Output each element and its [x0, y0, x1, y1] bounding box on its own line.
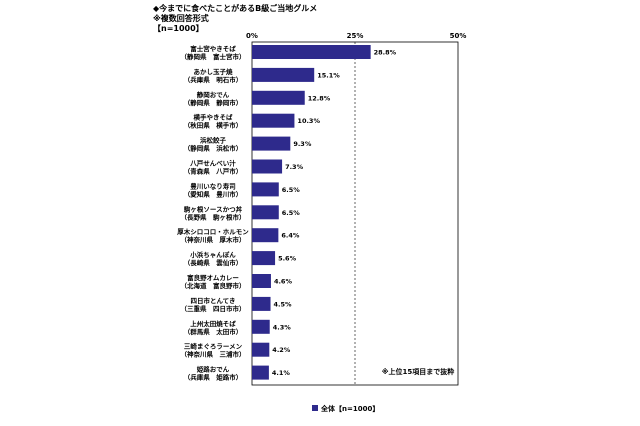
bars — [252, 45, 371, 380]
value-label: 6.4% — [281, 232, 300, 240]
value-label: 12.8% — [308, 94, 331, 102]
legend-label: 全体【n=1000】 — [320, 404, 379, 413]
category-label: 厚木シロコロ・ホルモン — [177, 227, 249, 236]
x-tick-label: 50% — [450, 32, 467, 40]
bar — [252, 342, 270, 357]
legend: 全体【n=1000】 — [312, 404, 379, 413]
category-label: 小浜ちゃんぽん — [189, 250, 236, 259]
value-label: 7.3% — [285, 163, 304, 171]
bar — [252, 251, 276, 266]
legend-swatch — [312, 405, 318, 411]
bar — [252, 136, 291, 151]
value-label: 4.1% — [272, 369, 291, 377]
category-label: （静岡県 浜松市） — [184, 144, 243, 153]
value-label: 28.8% — [374, 49, 397, 57]
value-label: 4.3% — [273, 323, 292, 331]
chart-note: ※複数回答形式 — [153, 14, 209, 23]
category-label: （愛知県 豊川市） — [184, 189, 243, 198]
x-tick-label: 25% — [347, 32, 364, 40]
category-label: （静岡県 富士宮市） — [181, 52, 246, 61]
x-axis-ticks: 0% 25% 50% — [246, 32, 466, 40]
bar — [252, 365, 269, 380]
value-labels: 28.8% 15.1% 12.8% 10.3% 9.3% 7.3% 6.5% 6.5% 6.4%… — [272, 49, 397, 378]
category-label: （秋田県 横手市） — [184, 121, 243, 130]
bar — [252, 228, 279, 243]
chart-annotation: ※上位15項目まで抜粋 — [382, 367, 455, 376]
category-label: 上州太田焼そば — [190, 319, 236, 328]
chart-sample-size: 【n=1000】 — [153, 24, 204, 33]
bar — [252, 205, 279, 220]
bar — [252, 90, 305, 105]
x-tick-label: 0% — [246, 32, 258, 40]
bar — [252, 113, 295, 128]
category-label: （長野県 駒ヶ根市） — [181, 212, 246, 221]
category-label: 姫路おでん — [197, 365, 230, 374]
category-label: （兵庫県 姫路市） — [184, 373, 243, 382]
category-label: 駒ヶ根ソースかつ丼 — [184, 204, 243, 213]
category-label: （長崎県 雲仙市） — [184, 258, 243, 267]
value-label: 6.5% — [282, 209, 301, 217]
value-label: 6.5% — [282, 186, 301, 194]
category-label: （神奈川県 三浦市） — [181, 350, 246, 359]
category-label: 三崎まぐろラーメン — [184, 342, 243, 351]
category-label: （兵庫県 明石市） — [184, 75, 243, 84]
title-block: ◆今までに食べたことがあるB級ご当地グルメ ※複数回答形式 【n=1000】 — [153, 4, 317, 34]
bar — [252, 182, 279, 197]
category-label: （神奈川県 厚木市） — [181, 235, 246, 244]
value-label: 4.2% — [272, 346, 291, 354]
value-label: 4.5% — [274, 300, 293, 308]
chart-title: ◆今までに食べたことがあるB級ご当地グルメ — [153, 4, 318, 13]
category-label: （青森県 八戸市） — [184, 167, 243, 176]
category-label: （北海道 富良野市） — [181, 281, 246, 290]
category-label: 富良野オムカレー — [187, 273, 239, 282]
bar — [252, 159, 283, 174]
value-label: 10.3% — [297, 117, 320, 125]
category-label: 豊川いなり寿司 — [190, 181, 236, 190]
bar — [252, 67, 315, 82]
category-label: 富士宮やきそば — [190, 44, 236, 53]
value-label: 9.3% — [293, 140, 312, 148]
category-label: あかし玉子焼 — [194, 67, 234, 76]
bar — [252, 274, 271, 288]
category-labels: 富士宮やきそば（静岡県 富士宮市）あかし玉子焼（兵庫県 明石市）静岡おでん（静岡… — [177, 44, 249, 382]
value-label: 15.1% — [317, 71, 340, 79]
category-label: 八戸せんべい汁 — [189, 159, 236, 168]
value-label: 5.6% — [278, 255, 297, 263]
bar — [252, 296, 271, 311]
bar — [252, 45, 371, 59]
category-label: （静岡県 静岡市） — [184, 98, 243, 107]
bar — [252, 319, 270, 334]
value-label: 4.6% — [274, 278, 293, 286]
category-label: 浜松餃子 — [200, 136, 227, 145]
category-label: （三重県 四日市市） — [181, 304, 246, 313]
category-label: 静岡おでん — [197, 90, 230, 99]
category-label: （群馬県 太田市） — [184, 327, 243, 336]
category-label: 四日市とんてき — [191, 296, 236, 305]
category-label: 横手やきそば — [194, 113, 234, 122]
